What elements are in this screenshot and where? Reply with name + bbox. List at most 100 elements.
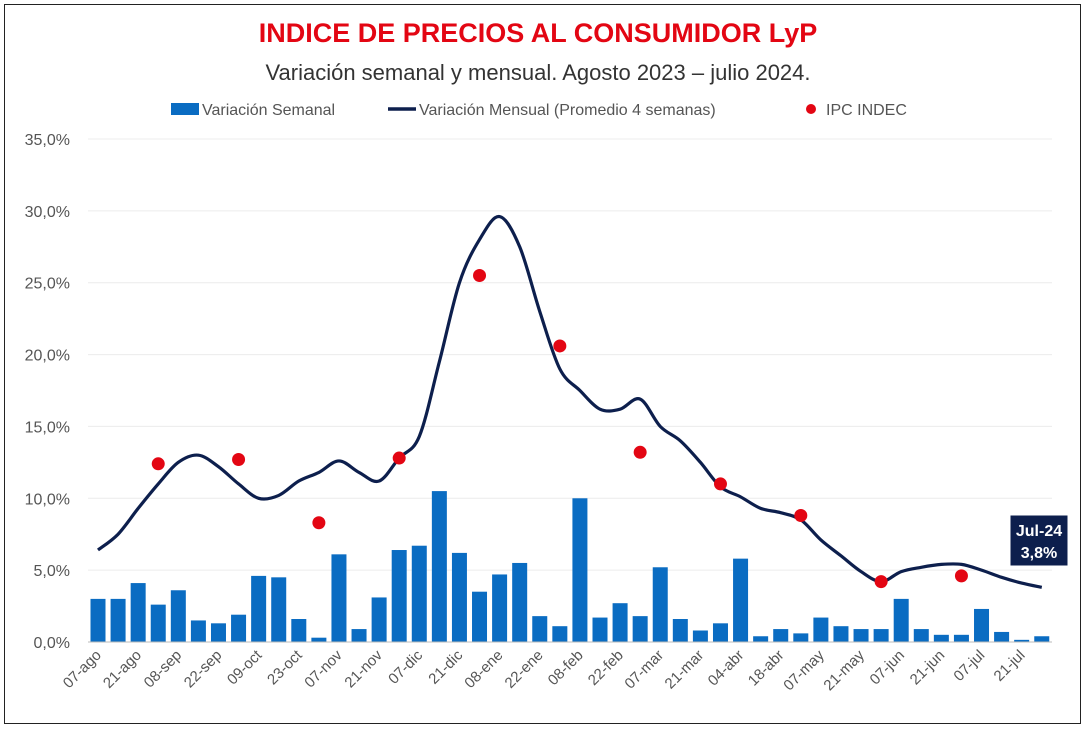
bar: [793, 633, 809, 642]
x-tick-label: 07-may: [780, 646, 828, 694]
x-tick-label: 07-jun: [867, 647, 909, 689]
x-tick-label: 21-jun: [907, 647, 949, 689]
bar: [592, 617, 608, 642]
bar: [371, 597, 387, 642]
ipc-dot: [874, 575, 888, 589]
x-tick-label: 07-jul: [950, 647, 988, 685]
chart-frame: [4, 4, 1081, 724]
chart-title: INDICE DE PRECIOS AL CONSUMIDOR LyP: [259, 18, 818, 48]
x-tick-label: 08-sep: [141, 647, 185, 691]
bar: [913, 629, 929, 642]
bar: [672, 619, 688, 642]
bar: [833, 626, 849, 642]
x-tick-label: 21-nov: [341, 646, 386, 691]
bar: [893, 598, 909, 642]
bar: [472, 591, 488, 642]
x-tick-label: 21-may: [820, 646, 868, 694]
bar: [291, 619, 307, 642]
bar: [632, 616, 648, 642]
y-tick-label: 10,0%: [25, 491, 70, 508]
annotation-line2: 3,8%: [1021, 545, 1057, 562]
y-tick-label: 35,0%: [25, 132, 70, 149]
bar: [190, 620, 206, 642]
x-tick-label: 04-abr: [705, 647, 748, 690]
ipc-dot: [553, 339, 567, 353]
legend-label-dot: IPC INDEC: [826, 102, 907, 119]
bar: [552, 626, 568, 642]
bar: [311, 637, 327, 642]
bar: [612, 603, 628, 642]
chart-subtitle: Variación semanal y mensual. Agosto 2023…: [265, 60, 810, 85]
y-tick-label: 0,0%: [34, 635, 70, 652]
x-tick-label: 21-mar: [662, 647, 708, 693]
bar: [110, 598, 126, 642]
legend-label-bar: Variación Semanal: [202, 102, 335, 119]
bar: [753, 636, 769, 642]
ipc-dot: [713, 477, 727, 491]
bar: [652, 567, 668, 642]
y-tick-label: 15,0%: [25, 419, 70, 436]
ipc-dot: [392, 451, 406, 465]
bar: [492, 574, 508, 642]
bar: [853, 629, 869, 642]
bar: [994, 631, 1010, 642]
x-tick-label: 07-nov: [301, 646, 346, 691]
x-tick-label: 21-ago: [100, 647, 145, 692]
legend-label-line: Variación Mensual (Promedio 4 semanas): [419, 102, 716, 119]
legend-swatch-dot: [806, 104, 816, 114]
x-tick-label: 23-oct: [264, 646, 306, 688]
bar: [150, 604, 166, 642]
bar: [813, 617, 829, 642]
ipc-dot: [633, 445, 647, 459]
x-tick-label: 22-feb: [585, 647, 627, 689]
bar: [351, 629, 367, 642]
bar: [1034, 636, 1050, 642]
annotation-line1: Jul-24: [1016, 523, 1062, 540]
bar: [231, 614, 247, 642]
bar: [130, 583, 146, 642]
bar: [271, 577, 287, 642]
bar: [572, 498, 588, 642]
bar: [974, 608, 990, 642]
ipc-dot: [312, 516, 326, 530]
x-tick-label: 22-ene: [502, 647, 547, 692]
bar: [532, 616, 548, 642]
bar: [431, 491, 447, 642]
ipc-dot: [232, 452, 246, 466]
x-tick-label: 21-jul: [991, 647, 1029, 685]
y-tick-label: 30,0%: [25, 204, 70, 221]
bar: [773, 629, 789, 642]
bar: [692, 630, 708, 642]
bar: [451, 552, 467, 642]
bar: [933, 634, 949, 642]
x-tick-label: 07-ago: [60, 647, 105, 692]
x-tick-label: 07-dic: [385, 646, 426, 687]
ipc-dot: [473, 269, 487, 283]
annotation-box: Jul-24 3,8%: [1009, 514, 1069, 567]
bar: [210, 623, 226, 642]
y-tick-label: 5,0%: [34, 563, 70, 580]
x-tick-label: 08-ene: [461, 647, 506, 692]
x-tick-label: 09-oct: [224, 646, 266, 688]
bar: [1014, 639, 1030, 642]
bar: [733, 558, 749, 642]
x-tick-label: 07-mar: [621, 647, 667, 693]
bar: [953, 634, 969, 642]
bar: [170, 590, 186, 642]
bar: [391, 550, 407, 642]
bar: [90, 598, 106, 642]
ipc-dot: [954, 569, 968, 583]
bar: [873, 629, 889, 642]
x-tick-label: 08-feb: [545, 647, 587, 689]
x-tick-label: 21-dic: [425, 646, 466, 687]
bar: [512, 562, 528, 642]
ipc-dot: [151, 457, 165, 471]
y-tick-label: 25,0%: [25, 276, 70, 293]
ipc-dot: [794, 509, 808, 523]
bar: [712, 623, 728, 642]
bar: [251, 575, 267, 642]
y-tick-label: 20,0%: [25, 348, 70, 365]
x-tick-label: 22-sep: [181, 647, 225, 691]
bar: [331, 554, 347, 642]
